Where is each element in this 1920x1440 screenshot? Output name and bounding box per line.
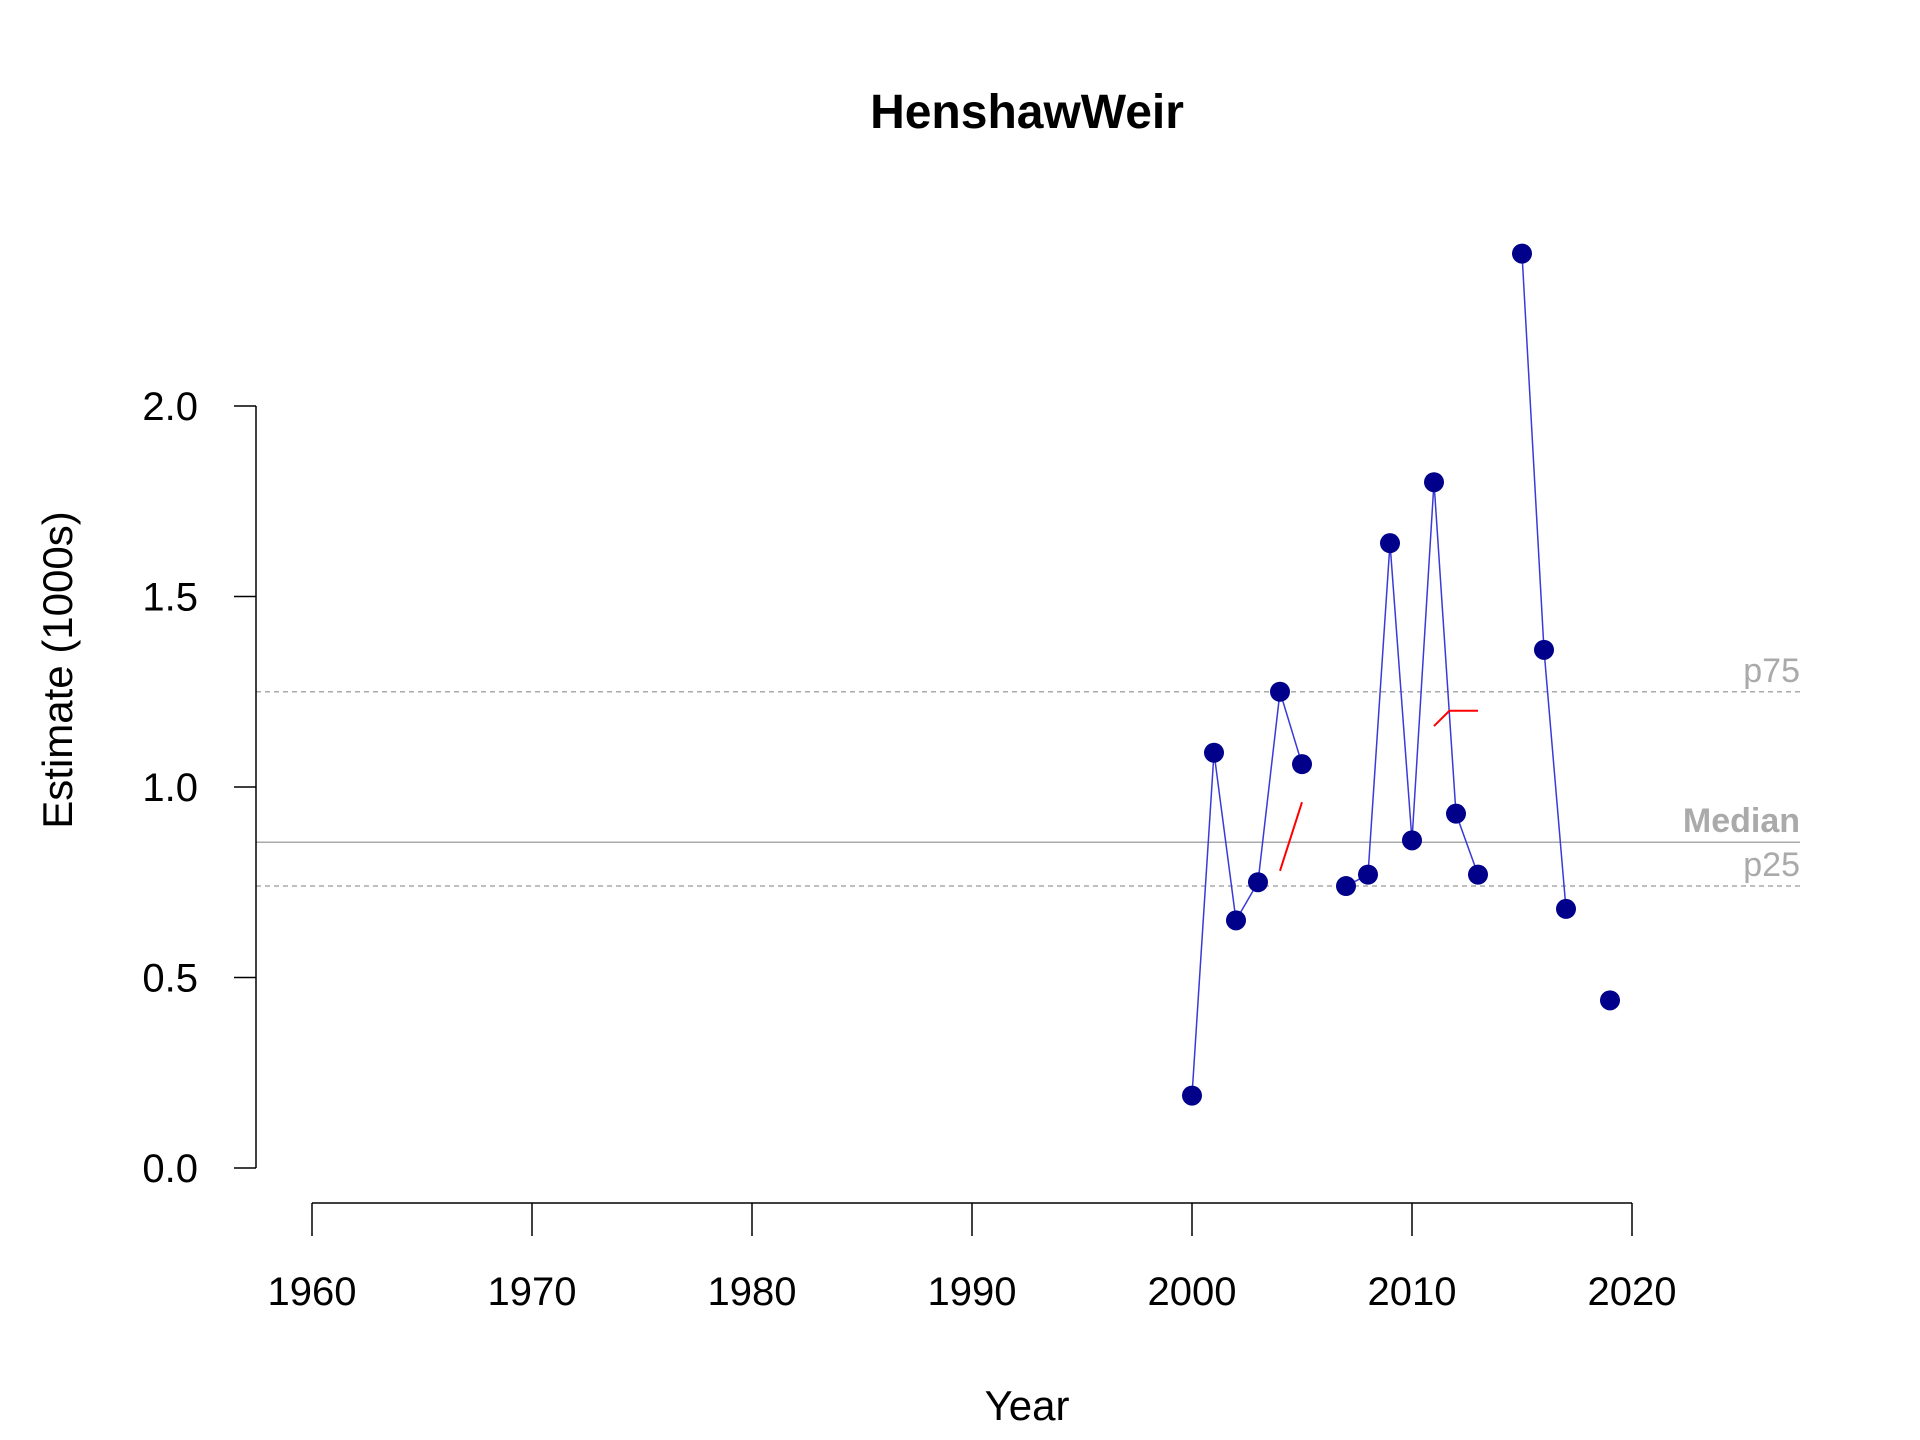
y-tick-label: 2.0: [142, 385, 198, 429]
data-point: [1402, 830, 1422, 851]
reference-label-p25: p25: [1743, 846, 1800, 884]
data-point: [1446, 803, 1466, 824]
y-tick-label: 0.5: [142, 957, 198, 1001]
trend-line: [1279, 801, 1303, 872]
data-point: [1424, 472, 1444, 493]
data-point: [1600, 990, 1620, 1011]
y-tick-label: 1.0: [142, 766, 198, 810]
reference-label-p75: p75: [1743, 652, 1800, 690]
data-point: [1512, 243, 1532, 264]
data-point: [1534, 639, 1554, 660]
data-point: [1468, 864, 1488, 885]
x-tick-label: 2010: [1368, 1270, 1457, 1314]
data-point: [1292, 754, 1312, 775]
trend-line: [1433, 709, 1478, 727]
y-tick-label: 1.5: [142, 576, 198, 620]
x-tick-label: 1960: [268, 1270, 357, 1314]
trend-lines: [1279, 709, 1478, 872]
data-point: [1336, 876, 1356, 897]
series-line-segment: [1191, 691, 1303, 1096]
data-point: [1270, 681, 1290, 702]
reference-lines: p75 Median p25: [256, 652, 1800, 887]
x-tick-label: 1970: [488, 1270, 577, 1314]
data-point: [1204, 742, 1224, 763]
reference-label-median: Median: [1683, 802, 1800, 840]
y-axis-label: Estimate (1000s): [34, 511, 81, 828]
data-point: [1358, 864, 1378, 885]
chart-title: HenshawWeir: [870, 86, 1184, 139]
axes: 0.0 0.5 1.0 1.5 2.0 1960 1970 1980 1990 2000 2010 2…: [142, 385, 1676, 1314]
series: [1182, 243, 1620, 1106]
y-tick-label: 0.0: [142, 1147, 198, 1191]
x-tick-label: 1990: [928, 1270, 1017, 1314]
data-point: [1226, 910, 1246, 931]
x-tick-label: 2020: [1588, 1270, 1677, 1314]
x-axis-label: Year: [985, 1382, 1070, 1429]
x-tick-label: 2000: [1148, 1270, 1237, 1314]
data-point: [1556, 898, 1576, 919]
data-point: [1182, 1085, 1202, 1106]
series-line-segment: [1345, 482, 1479, 887]
x-tick-label: 1980: [708, 1270, 797, 1314]
series-line-segment: [1521, 253, 1567, 909]
data-point: [1248, 872, 1268, 893]
data-point: [1380, 533, 1400, 554]
